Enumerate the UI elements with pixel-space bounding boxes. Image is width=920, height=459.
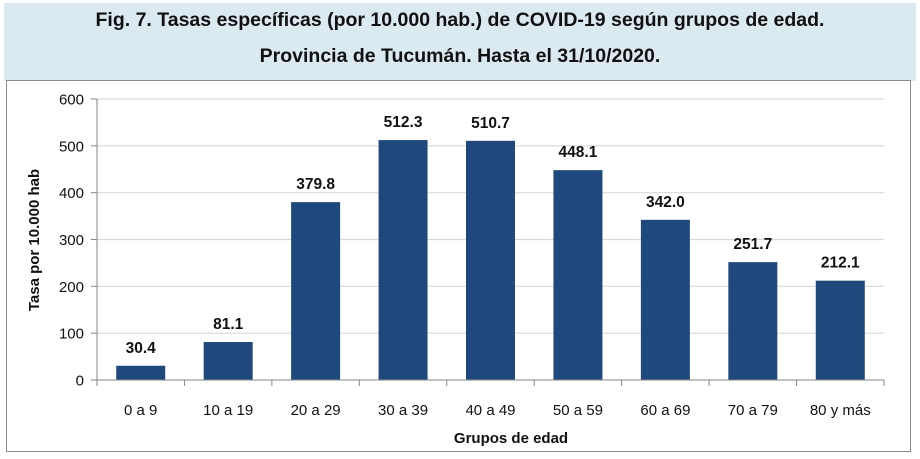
bar-value-label: 448.1 <box>559 144 598 161</box>
bar-value-label: 512.3 <box>384 114 423 131</box>
x-axis-ticks: 0 a 9 10 a 19 20 a 29 30 a 39 40 a 49 50 a 59… <box>96 380 885 419</box>
bar <box>640 219 690 380</box>
x-tick-label: 10 a 19 <box>203 402 253 419</box>
bar-value-label: 510.7 <box>471 115 510 132</box>
x-axis-label: Grupos de edad <box>454 430 568 447</box>
bar <box>466 140 515 380</box>
chart-title-line-2: Provincia de Tucumán. Hasta el 31/10/202… <box>259 45 661 67</box>
y-tick-label: 500 <box>59 138 84 155</box>
x-tick-label: 70 a 79 <box>728 402 778 419</box>
bar <box>815 280 865 380</box>
bar <box>291 202 341 380</box>
chart-title-line-1: Fig. 7. Tasas específicas (por 10.000 ha… <box>95 9 825 31</box>
bar <box>728 262 778 380</box>
bars: 30.4 81.1 379.8 512.3 510.7 448.1 342.0 251.7 21… <box>116 114 865 380</box>
y-axis-label: Tasa por 10.000 hab <box>26 169 43 311</box>
y-axis-ticks: 0 100 200 300 400 500 600 <box>59 92 97 390</box>
bar-value-label: 251.7 <box>733 236 772 253</box>
bar <box>116 365 166 380</box>
y-tick-label: 400 <box>59 185 84 202</box>
bar-value-label: 30.4 <box>126 340 157 357</box>
x-tick-label: 30 a 39 <box>378 402 428 419</box>
y-tick-label: 0 <box>76 373 84 390</box>
y-tick-label: 600 <box>59 92 84 109</box>
chart-title-band: Fig. 7. Tasas específicas (por 10.000 ha… <box>4 3 916 81</box>
y-tick-label: 200 <box>59 279 84 296</box>
bar-value-label: 212.1 <box>821 255 860 272</box>
x-tick-label: 0 a 9 <box>124 402 157 419</box>
x-tick-label: 80 y más <box>810 402 871 419</box>
bar-value-label: 81.1 <box>213 316 244 333</box>
bar <box>203 342 253 380</box>
x-tick-label: 50 a 59 <box>553 402 603 419</box>
x-tick-label: 40 a 49 <box>465 402 515 419</box>
x-tick-label: 60 a 69 <box>640 402 690 419</box>
bar <box>553 170 603 380</box>
x-tick-label: 20 a 29 <box>291 402 341 419</box>
bar-value-label: 379.8 <box>296 176 335 193</box>
bar-value-label: 342.0 <box>646 194 685 211</box>
y-tick-label: 300 <box>59 232 84 249</box>
y-tick-label: 100 <box>59 326 84 343</box>
bar <box>378 140 428 380</box>
